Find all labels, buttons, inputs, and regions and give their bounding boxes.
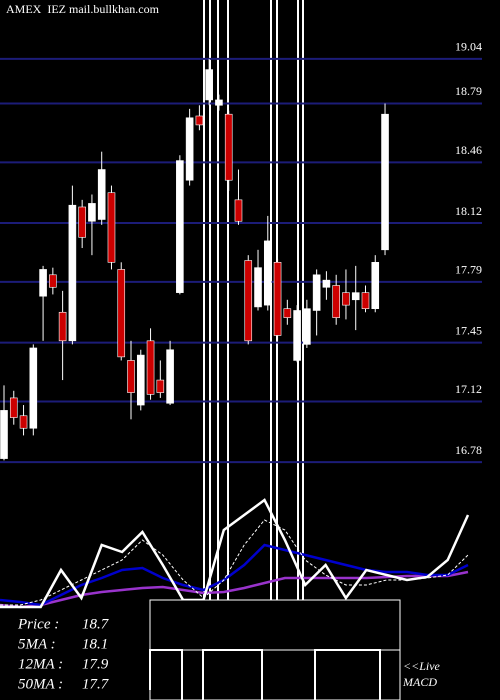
candle-body — [117, 269, 126, 358]
candle-body — [332, 285, 340, 318]
legend-value: 17.7 — [82, 676, 110, 692]
candle-body — [303, 308, 311, 345]
legend-label: 12MA : — [18, 656, 63, 672]
annotation: <<Live — [403, 659, 441, 673]
candle-body — [263, 240, 272, 306]
y-tick-label: 19.04 — [455, 40, 482, 54]
y-tick-label: 18.79 — [455, 84, 482, 98]
candle-body — [39, 269, 47, 297]
candle-body — [78, 206, 86, 238]
legend-value: 17.9 — [82, 656, 109, 672]
legend-value: 18.1 — [82, 636, 108, 652]
legend-label: 5MA : — [18, 636, 56, 652]
y-tick-label: 16.78 — [455, 443, 482, 457]
candle-body — [254, 267, 262, 308]
candle-body — [215, 99, 223, 106]
candle-body — [58, 311, 67, 342]
candle-body — [97, 169, 106, 220]
legend-value: 18.7 — [82, 616, 110, 632]
candle-body — [29, 347, 38, 429]
candle-body — [224, 113, 233, 181]
candle-body — [195, 115, 204, 126]
candle-body — [107, 192, 116, 263]
candle-body — [244, 260, 253, 342]
candle-body — [9, 397, 18, 418]
y-tick-label: 18.12 — [455, 204, 482, 218]
candle-body — [88, 203, 96, 222]
candle-body — [342, 292, 350, 306]
markers — [0, 0, 482, 700]
candle-body — [176, 160, 184, 293]
candle-body — [361, 292, 370, 309]
y-tick-label: 17.12 — [455, 382, 482, 396]
candle-body — [49, 274, 57, 288]
series-line — [0, 519, 469, 606]
candle-body — [146, 340, 155, 395]
candle-body — [351, 292, 360, 301]
candle-body — [166, 349, 174, 404]
candle-body — [322, 279, 331, 288]
y-tick-label: 17.79 — [455, 263, 482, 277]
legend-label: 50MA : — [18, 676, 63, 692]
candle-body — [283, 308, 292, 318]
candle-body — [136, 354, 145, 406]
y-tick-label: 17.45 — [455, 323, 482, 337]
candle-body — [0, 410, 8, 459]
candle-body — [381, 113, 389, 251]
candle-body — [19, 415, 28, 429]
y-tick-label: 18.46 — [455, 143, 482, 157]
chart-title: AMEX IEZ mail.bullkhan.com — [6, 2, 160, 16]
annotation: MACD — [402, 675, 437, 689]
candle-body — [234, 199, 243, 222]
candle-body — [68, 204, 77, 342]
series-line — [0, 498, 470, 609]
candle-body — [185, 117, 194, 181]
candle-body — [273, 262, 282, 336]
candle-body — [156, 379, 165, 393]
series-line — [0, 543, 469, 607]
candle-body — [205, 69, 213, 101]
candle-body — [371, 262, 380, 309]
candle-body — [312, 274, 321, 311]
candle-body — [127, 360, 135, 393]
legend-label: Price : — [17, 616, 59, 632]
candle-body — [293, 310, 301, 361]
